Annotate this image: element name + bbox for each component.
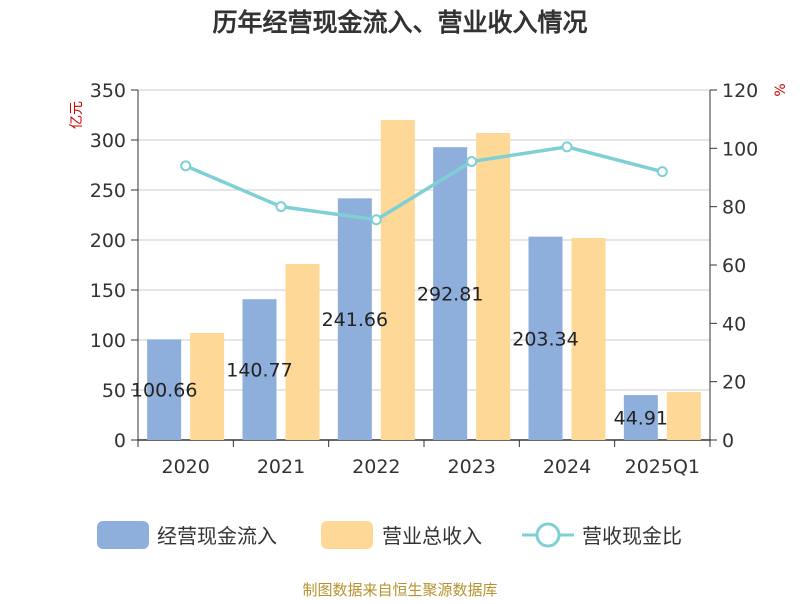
ratio-line-path xyxy=(183,145,665,222)
y-left-tick-label: 50 xyxy=(102,380,126,402)
ratio-point xyxy=(656,166,668,178)
x-tick-label: 2025Q1 xyxy=(625,456,700,478)
bar-revenue xyxy=(571,238,606,440)
bar-cash-inflow xyxy=(623,395,658,440)
y-left-tick-label: 150 xyxy=(90,280,126,302)
data-label: 203.34 xyxy=(512,328,578,350)
y-right-tick-label: 100 xyxy=(722,138,758,160)
y-left-unit-label: 亿元 xyxy=(69,101,85,129)
legend-swatch-cash-inflow xyxy=(97,521,149,549)
ratio-line xyxy=(180,141,668,226)
bars xyxy=(147,120,701,440)
legend: 经营现金流入 营业总收入 营收现金比 xyxy=(97,521,682,549)
bar-cash-inflow xyxy=(433,147,468,440)
bar-revenue xyxy=(666,392,701,440)
y-right-tick-label: 0 xyxy=(722,430,734,452)
axes: 0 50 100 150 200 250 300 350 0 20 40 60 80 100 120 2020… xyxy=(90,80,759,478)
y-left-tick-label: 300 xyxy=(90,130,126,152)
data-label: 140.77 xyxy=(226,360,292,382)
y-left-tick-label: 100 xyxy=(90,330,126,352)
legend-label-ratio: 营收现金比 xyxy=(582,524,682,548)
bar-revenue xyxy=(380,120,415,440)
x-tick-label: 2024 xyxy=(543,456,591,478)
data-label: 100.66 xyxy=(131,380,197,402)
y-right-tick-label: 40 xyxy=(722,313,746,335)
x-tick-label: 2023 xyxy=(447,456,495,478)
legend-item-cash-inflow[interactable]: 经营现金流入 xyxy=(97,521,277,549)
bar-cash-inflow xyxy=(147,339,182,440)
bar-revenue xyxy=(476,133,511,440)
x-tick-label: 2022 xyxy=(352,456,400,478)
y-right-tick-label: 120 xyxy=(722,80,758,102)
legend-swatch-ratio-marker xyxy=(535,522,561,548)
x-tick-label: 2020 xyxy=(161,456,209,478)
ratio-point xyxy=(370,214,382,226)
bar-cash-inflow xyxy=(242,299,277,440)
ratio-point xyxy=(466,155,478,167)
y-right-tick-label: 80 xyxy=(722,197,746,219)
ratio-point xyxy=(180,160,192,172)
legend-item-ratio[interactable]: 营收现金比 xyxy=(522,522,682,548)
legend-label-revenue: 营业总收入 xyxy=(382,524,482,548)
ratio-point xyxy=(275,201,287,213)
bar-revenue xyxy=(285,264,320,440)
y-left-tick-label: 250 xyxy=(90,180,126,202)
data-label: 44.91 xyxy=(614,408,668,430)
y-left-tick-label: 200 xyxy=(90,230,126,252)
bar-revenue xyxy=(190,333,225,440)
y-right-unit-label: % xyxy=(773,83,789,96)
chart-title: 历年经营现金流入、营业收入情况 xyxy=(212,8,587,37)
y-left-tick-label: 350 xyxy=(90,80,126,102)
legend-swatch-revenue xyxy=(321,521,373,549)
legend-item-revenue[interactable]: 营业总收入 xyxy=(321,521,482,549)
data-label: 292.81 xyxy=(417,284,483,306)
ratio-point xyxy=(561,141,573,153)
source-note: 制图数据来自恒生聚源数据库 xyxy=(302,581,497,599)
y-left-tick-label: 0 xyxy=(114,430,126,452)
bar-cash-inflow xyxy=(337,198,372,440)
bar-cash-inflow xyxy=(528,236,563,440)
y-right-tick-label: 60 xyxy=(722,255,746,277)
data-labels: 100.66 140.77 241.66 292.81 203.34 44.91 xyxy=(131,284,668,430)
x-tick-label: 2021 xyxy=(257,456,305,478)
y-right-tick-label: 20 xyxy=(722,372,746,394)
legend-label-cash-inflow: 经营现金流入 xyxy=(157,524,277,548)
data-label: 241.66 xyxy=(322,309,388,331)
